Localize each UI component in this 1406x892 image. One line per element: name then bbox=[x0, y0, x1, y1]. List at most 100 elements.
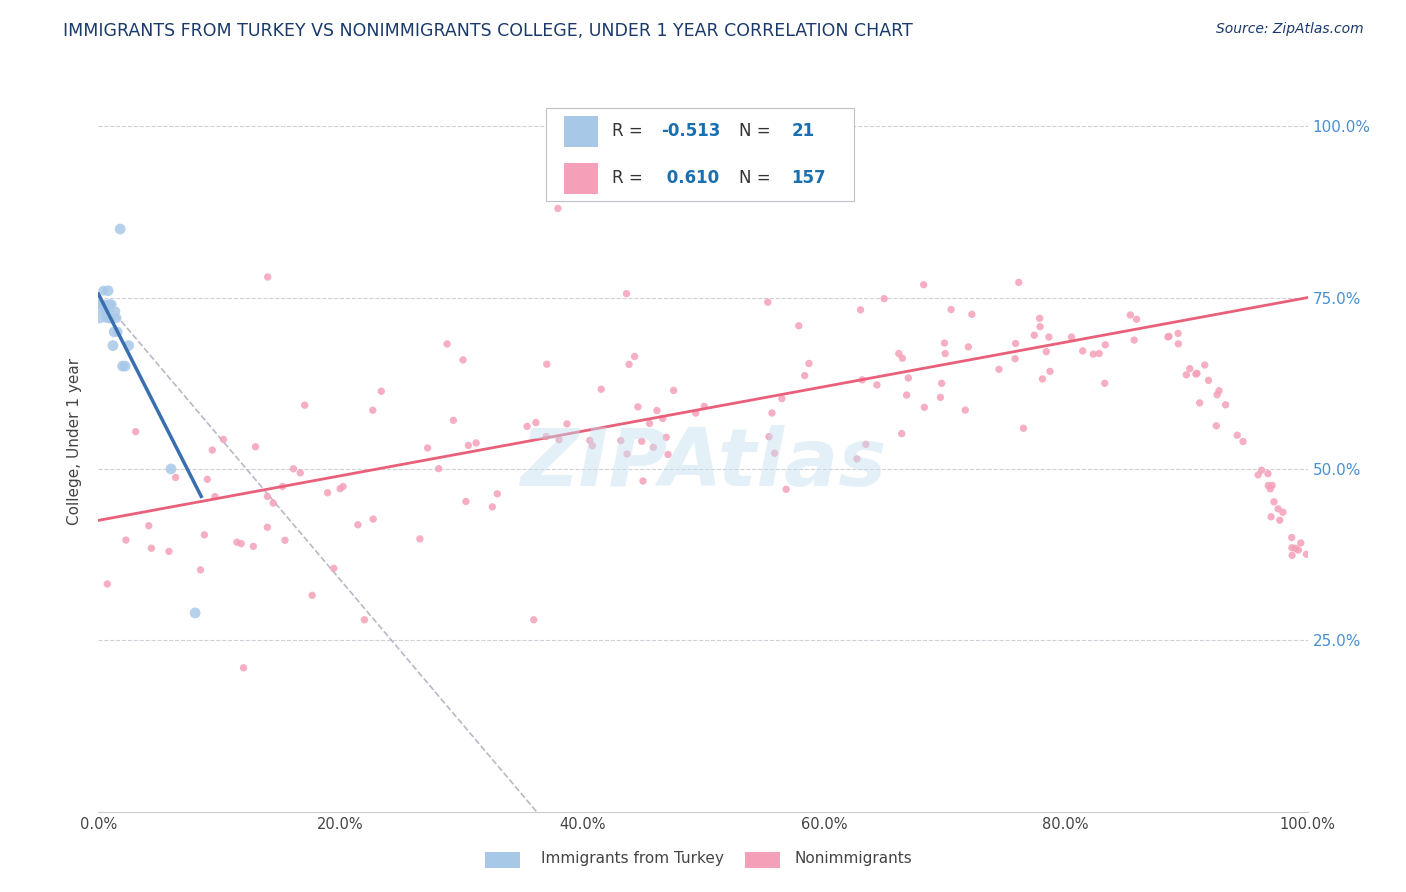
Point bbox=[610, 434, 633, 448]
Point bbox=[262, 496, 284, 510]
Point bbox=[111, 359, 134, 373]
Point bbox=[912, 277, 935, 292]
Point bbox=[1271, 505, 1294, 519]
Point bbox=[229, 536, 252, 550]
Point bbox=[547, 202, 569, 216]
Point bbox=[274, 533, 297, 548]
Point bbox=[93, 297, 115, 311]
Point bbox=[370, 384, 392, 399]
Point bbox=[256, 270, 278, 285]
Point bbox=[441, 413, 464, 427]
Point bbox=[890, 426, 912, 441]
Point bbox=[939, 302, 962, 317]
Point bbox=[1188, 396, 1211, 410]
Text: ZIPAtlas: ZIPAtlas bbox=[520, 425, 886, 503]
Point bbox=[1071, 343, 1094, 358]
Point bbox=[118, 338, 141, 352]
Text: -0.513: -0.513 bbox=[661, 122, 720, 140]
Point bbox=[1289, 536, 1312, 550]
Point bbox=[631, 474, 654, 488]
Point bbox=[643, 440, 665, 454]
Point bbox=[934, 346, 956, 360]
Point bbox=[536, 429, 558, 443]
Point bbox=[103, 325, 125, 339]
Point bbox=[1004, 336, 1026, 351]
Point bbox=[617, 358, 640, 372]
Point bbox=[523, 613, 546, 627]
Point bbox=[1281, 541, 1303, 555]
Point bbox=[524, 416, 547, 430]
Point bbox=[232, 661, 254, 675]
Point bbox=[1257, 467, 1279, 481]
Point bbox=[1257, 478, 1279, 492]
Point bbox=[451, 353, 474, 368]
Point bbox=[896, 388, 918, 402]
FancyBboxPatch shape bbox=[564, 116, 598, 147]
Point bbox=[548, 433, 571, 447]
Point bbox=[662, 384, 685, 398]
Point bbox=[1206, 388, 1229, 402]
FancyBboxPatch shape bbox=[564, 162, 598, 194]
Point bbox=[283, 462, 305, 476]
Point bbox=[212, 433, 235, 447]
Point bbox=[91, 284, 114, 298]
Point bbox=[1198, 373, 1220, 387]
Point bbox=[138, 518, 160, 533]
Point bbox=[114, 359, 136, 373]
Point bbox=[693, 400, 716, 414]
Point bbox=[1167, 326, 1189, 341]
Point bbox=[1031, 372, 1053, 386]
Point bbox=[104, 304, 127, 318]
Point bbox=[555, 417, 578, 431]
Point bbox=[1119, 308, 1142, 322]
Point bbox=[245, 440, 267, 454]
Text: N =: N = bbox=[740, 122, 776, 140]
Point bbox=[195, 472, 218, 486]
Point bbox=[316, 485, 339, 500]
Point bbox=[685, 406, 707, 420]
Point bbox=[657, 448, 679, 462]
Point bbox=[256, 490, 278, 504]
Point bbox=[638, 417, 661, 431]
Point bbox=[1178, 361, 1201, 376]
Point bbox=[486, 487, 509, 501]
Point bbox=[1088, 346, 1111, 360]
Point bbox=[436, 337, 458, 351]
Point bbox=[108, 222, 131, 236]
Point bbox=[353, 613, 375, 627]
Point bbox=[1194, 358, 1216, 372]
Point bbox=[987, 362, 1010, 376]
Point bbox=[1185, 367, 1208, 381]
Point bbox=[1260, 509, 1282, 524]
Point bbox=[1094, 338, 1116, 352]
Point bbox=[887, 346, 910, 360]
Point bbox=[1205, 418, 1227, 433]
Point bbox=[1284, 541, 1306, 556]
Point bbox=[1167, 337, 1189, 351]
Point bbox=[98, 297, 121, 311]
Text: R =: R = bbox=[613, 122, 648, 140]
Point bbox=[225, 535, 247, 549]
Text: Source: ZipAtlas.com: Source: ZipAtlas.com bbox=[1216, 22, 1364, 37]
Point bbox=[1012, 421, 1035, 435]
Point bbox=[1028, 311, 1050, 326]
Point bbox=[623, 350, 645, 364]
Point bbox=[94, 304, 117, 318]
Point bbox=[141, 541, 163, 556]
Point bbox=[100, 311, 122, 326]
Point bbox=[290, 466, 312, 480]
Point bbox=[184, 606, 207, 620]
Point bbox=[91, 297, 114, 311]
Point bbox=[1083, 347, 1105, 361]
Point bbox=[1039, 364, 1062, 378]
Point bbox=[929, 391, 952, 405]
Point bbox=[616, 447, 638, 461]
Point bbox=[101, 338, 124, 352]
Point bbox=[294, 398, 316, 412]
Point bbox=[301, 588, 323, 602]
Point bbox=[105, 311, 128, 326]
Point bbox=[627, 400, 650, 414]
Point bbox=[332, 479, 354, 493]
Point bbox=[1295, 547, 1317, 561]
Point bbox=[322, 561, 344, 575]
